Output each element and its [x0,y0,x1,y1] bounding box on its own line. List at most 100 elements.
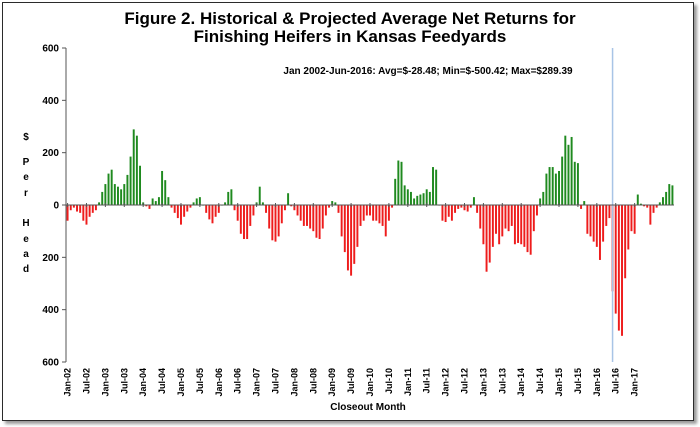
bar-30 [161,170,164,205]
bar-126 [463,205,466,211]
bar-62 [261,202,264,205]
bar-123 [454,205,457,213]
bar-92 [356,205,359,247]
bar-66 [274,205,277,242]
bar-1 [69,205,72,211]
bar-130 [476,205,479,213]
bar-72 [293,205,296,211]
bar-184 [646,205,649,208]
bar-107 [403,185,406,206]
bar-115 [428,191,431,205]
bar-29 [157,197,160,205]
bar-152 [545,173,548,205]
bar-156 [558,170,560,205]
y-axis-label-letter-4: H [22,218,29,229]
bar-127 [466,205,469,212]
bar-188 [658,202,661,205]
x-tick-label-11: Jul-07 [270,368,280,394]
x-tick-label-24: Jan-14 [516,368,526,397]
bar-52 [230,189,233,205]
bar-42 [198,197,201,205]
x-tick-label-0: Jan-02 [63,368,73,397]
y-axis-label-letter-2: e [23,172,29,183]
bar-144 [520,205,523,245]
y-axis-label-letter-5: e [23,234,29,245]
bar-17 [120,189,123,205]
bar-165 [586,205,589,234]
bar-104 [394,178,397,205]
bar-3 [76,205,78,212]
bar-131 [479,205,482,229]
x-tick-label-8: Jan-06 [214,368,224,397]
bar-103 [391,205,394,208]
bar-167 [592,205,595,242]
bar-45 [208,205,211,220]
bar-69 [283,205,286,211]
chart-title-line1: Figure 2. Historical & Projected Average… [124,9,576,28]
bar-57 [246,205,249,240]
bar-121 [447,205,450,217]
bar-190 [665,191,668,205]
bar-151 [542,191,545,205]
bar-95 [365,205,368,216]
bar-169 [598,205,601,260]
bar-109 [409,191,412,205]
bar-19 [126,174,129,205]
bar-79 [315,205,318,238]
bar-114 [425,189,428,205]
bar-36 [180,205,182,225]
bar-164 [583,201,586,205]
bar-63 [265,205,268,213]
bar-189 [662,197,664,205]
bar-9 [94,205,97,211]
bar-40 [192,202,195,205]
bar-16 [117,186,119,205]
y-axis-label-letter-0: $ [23,132,29,143]
x-tick-label-6: Jan-05 [176,368,186,397]
bar-181 [636,194,639,205]
bar-191 [668,184,671,205]
stats-annotation: Jan 2002-Jun-2016: Avg=$-28.48; Min=$-50… [283,66,573,77]
bar-186 [652,205,655,213]
x-tick-label-22: Jan-13 [478,368,488,397]
bar-21 [132,129,135,205]
bar-47 [214,205,217,217]
bar-56 [243,205,245,240]
x-tick-label-19: Jul-11 [422,368,432,394]
x-tick-label-10: Jan-07 [252,368,262,397]
bar-177 [624,205,627,279]
bar-18 [123,184,126,205]
bar-110 [413,198,416,205]
bar-133 [485,205,488,272]
bar-154 [551,167,554,205]
bar-134 [488,205,491,263]
bar-50 [224,202,227,205]
bar-23 [139,165,141,205]
bar-14 [110,169,113,205]
bar-76 [306,205,308,226]
x-tick-label-1: Jul-02 [81,368,91,394]
bar-58 [249,205,252,226]
bar-37 [183,205,186,217]
bar-71 [290,205,293,207]
bar-7 [88,205,91,217]
bar-141 [510,205,513,226]
bar-100 [381,205,384,226]
bar-124 [457,205,460,209]
x-tick-label-17: Jul-10 [384,368,394,394]
bar-41 [195,198,198,205]
x-tick-label-12: Jan-08 [289,368,299,397]
x-tick-label-30: Jan-17 [630,368,640,397]
x-tick-label-25: Jul-14 [535,368,545,394]
bar-48 [217,205,220,213]
bar-176 [621,205,623,336]
bar-22 [135,135,138,205]
bar-10 [98,202,101,205]
bar-4 [79,205,82,213]
bar-147 [529,205,532,255]
x-tick-label-14: Jan-09 [327,368,337,397]
bar-74 [299,205,302,221]
bar-54 [236,205,239,221]
bar-180 [633,205,636,234]
x-tick-label-9: Jul-06 [233,368,243,394]
